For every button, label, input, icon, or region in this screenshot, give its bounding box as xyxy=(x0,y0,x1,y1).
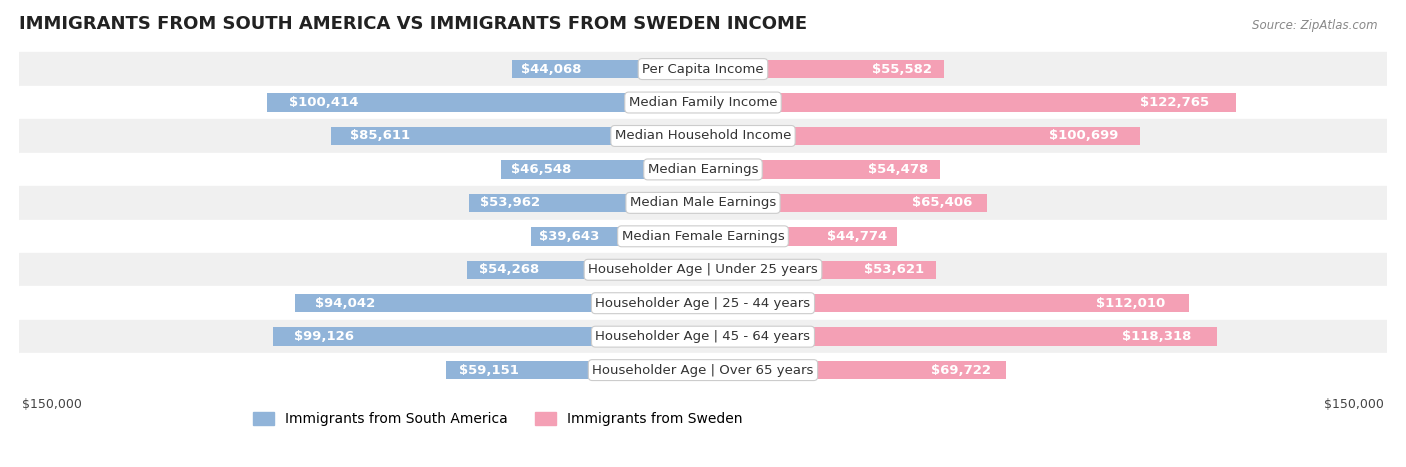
Text: $55,582: $55,582 xyxy=(872,63,932,76)
Text: $122,765: $122,765 xyxy=(1140,96,1209,109)
Text: $69,722: $69,722 xyxy=(931,364,991,376)
Text: Per Capita Income: Per Capita Income xyxy=(643,63,763,76)
Bar xyxy=(703,60,945,78)
Bar xyxy=(20,186,1386,219)
Text: Householder Age | Over 65 years: Householder Age | Over 65 years xyxy=(592,364,814,376)
Text: Median Male Earnings: Median Male Earnings xyxy=(630,196,776,209)
Bar xyxy=(20,52,1386,86)
Text: $44,774: $44,774 xyxy=(828,230,887,243)
Bar xyxy=(703,127,1140,145)
Text: Median Family Income: Median Family Income xyxy=(628,96,778,109)
Text: $118,318: $118,318 xyxy=(1122,330,1191,343)
Text: $39,643: $39,643 xyxy=(540,230,600,243)
Bar xyxy=(703,160,939,178)
Text: Median Household Income: Median Household Income xyxy=(614,129,792,142)
Text: Source: ZipAtlas.com: Source: ZipAtlas.com xyxy=(1253,19,1378,32)
Text: $85,611: $85,611 xyxy=(350,129,411,142)
Text: $53,621: $53,621 xyxy=(865,263,924,276)
Bar xyxy=(295,294,703,312)
Text: $46,548: $46,548 xyxy=(510,163,571,176)
Text: $59,151: $59,151 xyxy=(458,364,519,376)
Bar xyxy=(332,127,703,145)
Bar xyxy=(703,194,987,212)
Text: $99,126: $99,126 xyxy=(294,330,354,343)
Bar xyxy=(703,294,1189,312)
Bar xyxy=(20,153,1386,186)
Text: $53,962: $53,962 xyxy=(481,196,540,209)
Legend: Immigrants from South America, Immigrants from Sweden: Immigrants from South America, Immigrant… xyxy=(247,407,748,432)
Bar xyxy=(20,86,1386,119)
Bar xyxy=(267,93,703,112)
Bar xyxy=(20,119,1386,153)
Bar xyxy=(512,60,703,78)
Bar xyxy=(20,286,1386,320)
Text: Median Earnings: Median Earnings xyxy=(648,163,758,176)
Text: $100,699: $100,699 xyxy=(1049,129,1118,142)
Bar xyxy=(531,227,703,246)
Text: $112,010: $112,010 xyxy=(1095,297,1166,310)
Bar xyxy=(467,261,703,279)
Text: $65,406: $65,406 xyxy=(912,196,973,209)
Text: IMMIGRANTS FROM SOUTH AMERICA VS IMMIGRANTS FROM SWEDEN INCOME: IMMIGRANTS FROM SOUTH AMERICA VS IMMIGRA… xyxy=(20,15,807,33)
Bar xyxy=(703,93,1236,112)
Bar xyxy=(501,160,703,178)
Bar xyxy=(703,227,897,246)
Bar xyxy=(703,261,936,279)
Bar xyxy=(446,361,703,379)
Bar xyxy=(703,327,1216,346)
Bar xyxy=(20,320,1386,354)
Bar xyxy=(703,361,1005,379)
Text: Householder Age | Under 25 years: Householder Age | Under 25 years xyxy=(588,263,818,276)
Text: $100,414: $100,414 xyxy=(288,96,359,109)
Bar xyxy=(468,194,703,212)
Text: $54,268: $54,268 xyxy=(479,263,540,276)
Text: $54,478: $54,478 xyxy=(868,163,928,176)
Bar xyxy=(20,219,1386,253)
Text: Median Female Earnings: Median Female Earnings xyxy=(621,230,785,243)
Text: Householder Age | 25 - 44 years: Householder Age | 25 - 44 years xyxy=(595,297,811,310)
Bar xyxy=(20,354,1386,387)
Bar xyxy=(273,327,703,346)
Text: $44,068: $44,068 xyxy=(522,63,582,76)
Text: $94,042: $94,042 xyxy=(315,297,375,310)
Text: Householder Age | 45 - 64 years: Householder Age | 45 - 64 years xyxy=(596,330,810,343)
Bar xyxy=(20,253,1386,286)
